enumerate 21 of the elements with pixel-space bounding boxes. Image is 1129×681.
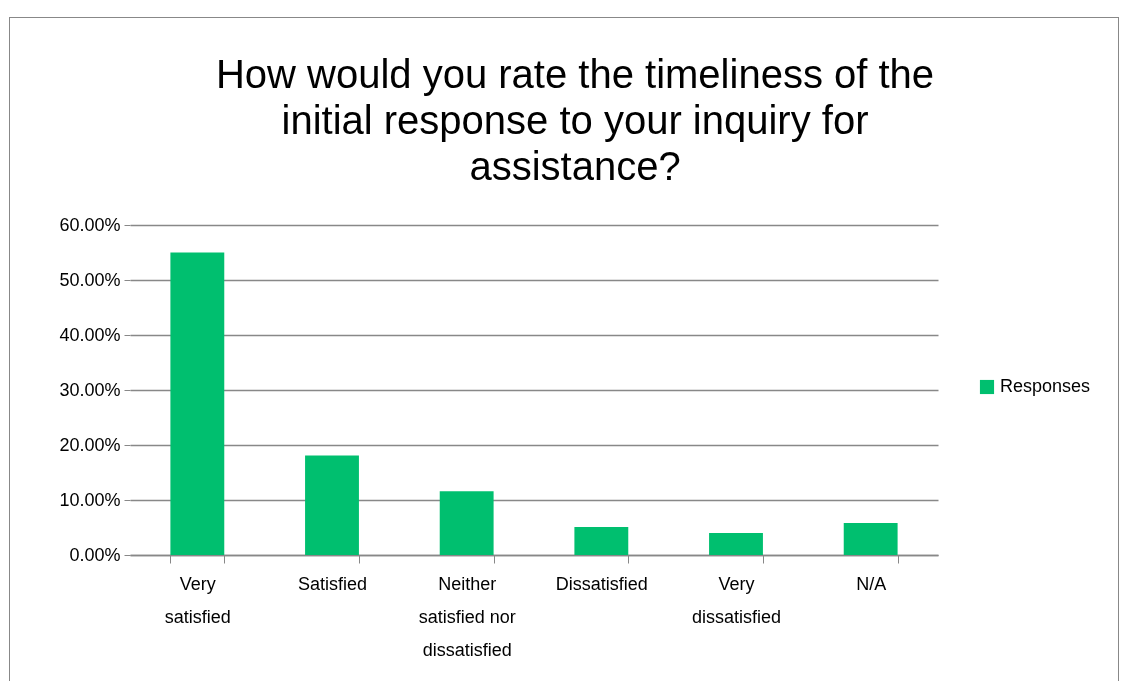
y-tick-label: 0.00%: [69, 544, 121, 565]
chart-title: How would you rate the timeliness of the initial response to your inquiry for assistance?: [215, 52, 935, 188]
y-tick-label: 10.00%: [59, 489, 121, 510]
x-tick-label: Neither satisfied nor dissatisfied: [418, 573, 516, 660]
x-tick-label: Dissatisfied: [555, 573, 648, 594]
bar: [439, 491, 494, 555]
x-tick-label: Very satisfied: [164, 573, 231, 627]
bar: [170, 252, 225, 555]
x-tick-label: Very dissatisfied: [691, 573, 782, 627]
x-tick-label: N/A: [856, 573, 887, 594]
bar: [574, 526, 629, 555]
legend-label: Responses: [1000, 376, 1091, 396]
bar: [305, 455, 359, 555]
y-tick-label: 60.00%: [59, 214, 121, 235]
y-tick-label: 20.00%: [59, 434, 121, 455]
bar: [709, 533, 763, 555]
bar: [843, 523, 898, 555]
y-tick-label: 40.00%: [59, 324, 121, 345]
x-tick-label: Satisfied: [297, 573, 368, 594]
y-tick-label: 50.00%: [59, 269, 121, 290]
y-tick-label: 30.00%: [59, 379, 121, 400]
